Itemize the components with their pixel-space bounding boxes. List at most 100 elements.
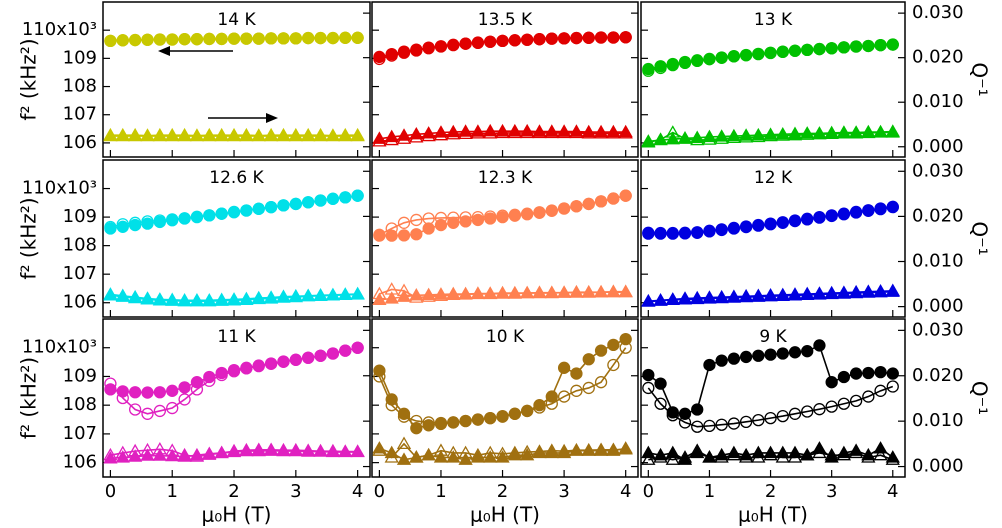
- point-circle: [277, 355, 290, 368]
- point-circle: [715, 51, 728, 64]
- point-triangle: [288, 128, 303, 142]
- point-circle: [752, 413, 765, 427]
- point-triangle: [396, 436, 412, 450]
- point-triangle: [458, 287, 473, 300]
- x-tick-label: 2: [228, 481, 239, 502]
- series: [372, 282, 633, 303]
- point-triangle: [690, 291, 705, 305]
- point-triangle: [606, 442, 621, 455]
- point-circle: [886, 367, 899, 380]
- point-triangle: [861, 450, 876, 463]
- point-triangle: [520, 444, 535, 458]
- x-tick-label: 1: [166, 481, 177, 502]
- point-triangle: [433, 450, 449, 463]
- point-circle: [521, 207, 534, 220]
- point-triangle: [384, 291, 399, 304]
- point-circle: [385, 222, 398, 235]
- point-triangle: [836, 126, 852, 139]
- point-triangle: [824, 447, 839, 461]
- point-circle: [654, 61, 667, 75]
- point-circle: [582, 31, 595, 44]
- point-triangle: [396, 452, 412, 465]
- point-circle: [703, 419, 716, 433]
- point-triangle: [544, 443, 559, 456]
- y2-tick-label: 0.010: [912, 251, 964, 272]
- point-circle: [825, 400, 838, 413]
- point-triangle: [690, 443, 705, 456]
- point-circle: [190, 33, 204, 46]
- point-triangle: [569, 442, 584, 456]
- point-circle: [178, 212, 191, 225]
- point-triangle: [338, 444, 353, 457]
- point-circle: [166, 33, 179, 46]
- point-circle: [422, 42, 435, 55]
- point-triangle: [848, 126, 864, 139]
- point-circle: [153, 33, 167, 46]
- point-circle: [776, 409, 789, 423]
- series: [641, 125, 900, 148]
- y-axis-label: f² (kHz²): [17, 197, 41, 279]
- series: [642, 38, 899, 77]
- point-triangle: [470, 447, 486, 461]
- point-triangle: [140, 291, 155, 304]
- point-circle: [642, 381, 655, 395]
- point-triangle: [824, 126, 839, 139]
- point-triangle: [556, 443, 572, 457]
- point-circle: [801, 345, 814, 358]
- point-circle: [178, 381, 191, 394]
- x-axis-label: μ₀H (T): [470, 503, 540, 527]
- point-triangle: [581, 285, 596, 298]
- point-circle: [252, 202, 265, 215]
- point-circle: [459, 211, 472, 224]
- point-triangle: [677, 450, 693, 463]
- point-triangle: [618, 441, 633, 455]
- series-line: [648, 206, 893, 234]
- point-circle: [351, 31, 364, 44]
- point-triangle: [812, 445, 827, 459]
- point-circle: [496, 209, 509, 222]
- point-circle: [801, 212, 814, 225]
- point-triangle: [641, 445, 656, 459]
- point-circle: [215, 207, 228, 220]
- point-triangle: [641, 134, 656, 148]
- point-circle: [874, 202, 887, 215]
- point-circle: [788, 44, 802, 57]
- point-circle: [642, 64, 655, 77]
- point-circle: [715, 223, 728, 236]
- y2-tick-label: 0.030: [912, 2, 964, 23]
- series: [104, 341, 364, 420]
- point-triangle: [569, 125, 584, 139]
- point-circle: [471, 413, 485, 426]
- point-triangle: [239, 291, 254, 305]
- point-triangle: [177, 447, 192, 461]
- point-triangle: [495, 286, 510, 299]
- series: [103, 128, 365, 142]
- point-circle: [837, 41, 851, 54]
- point-circle: [116, 385, 129, 398]
- point-triangle: [618, 284, 633, 298]
- point-circle: [776, 216, 789, 229]
- point-triangle: [446, 287, 461, 301]
- point-circle: [594, 195, 608, 208]
- point-triangle: [593, 126, 609, 139]
- point-circle: [557, 202, 571, 215]
- y2-axis-label: Q⁻¹: [968, 381, 992, 415]
- y-tick-label: 106: [63, 452, 97, 473]
- x-tick-label: 1: [435, 481, 446, 502]
- panel-title: 13 K: [754, 10, 793, 30]
- point-circle: [813, 403, 826, 416]
- x-tick-label: 1: [704, 481, 715, 502]
- panel-title: 11 K: [217, 327, 256, 347]
- point-circle: [642, 368, 655, 382]
- panel-title: 10 K: [486, 327, 525, 347]
- point-circle: [166, 401, 179, 415]
- point-triangle: [239, 128, 254, 142]
- point-triangle: [288, 442, 303, 456]
- y-tick-label: 109: [63, 206, 97, 227]
- y-tick-label: 110x10³: [22, 178, 97, 199]
- point-triangle: [189, 292, 205, 306]
- point-circle: [264, 32, 278, 45]
- point-circle: [178, 393, 191, 406]
